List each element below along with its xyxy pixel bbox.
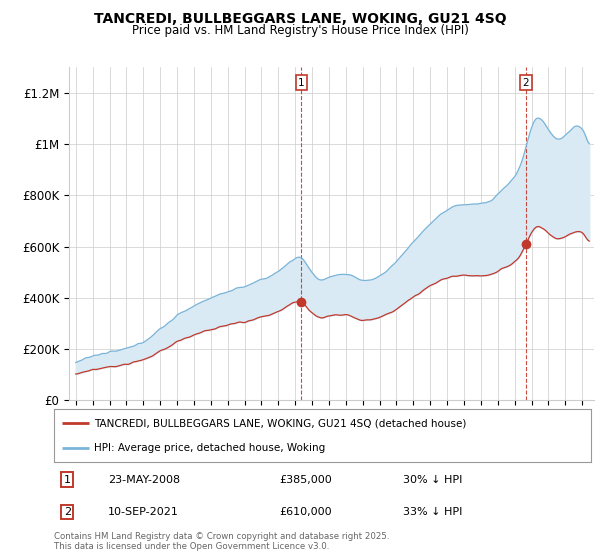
Text: 10-SEP-2021: 10-SEP-2021 — [108, 507, 179, 517]
Text: 2: 2 — [64, 507, 71, 517]
Text: Contains HM Land Registry data © Crown copyright and database right 2025.
This d: Contains HM Land Registry data © Crown c… — [54, 532, 389, 552]
Text: Price paid vs. HM Land Registry's House Price Index (HPI): Price paid vs. HM Land Registry's House … — [131, 24, 469, 36]
Text: £385,000: £385,000 — [280, 475, 332, 485]
Text: 1: 1 — [64, 475, 71, 485]
Text: 30% ↓ HPI: 30% ↓ HPI — [403, 475, 463, 485]
Text: 1: 1 — [298, 78, 305, 87]
Text: TANCREDI, BULLBEGGARS LANE, WOKING, GU21 4SQ (detached house): TANCREDI, BULLBEGGARS LANE, WOKING, GU21… — [94, 418, 467, 428]
Text: £610,000: £610,000 — [280, 507, 332, 517]
Text: 2: 2 — [523, 78, 529, 87]
Text: HPI: Average price, detached house, Woking: HPI: Average price, detached house, Woki… — [94, 442, 326, 452]
Text: 23-MAY-2008: 23-MAY-2008 — [108, 475, 180, 485]
Text: 33% ↓ HPI: 33% ↓ HPI — [403, 507, 463, 517]
Text: TANCREDI, BULLBEGGARS LANE, WOKING, GU21 4SQ: TANCREDI, BULLBEGGARS LANE, WOKING, GU21… — [94, 12, 506, 26]
